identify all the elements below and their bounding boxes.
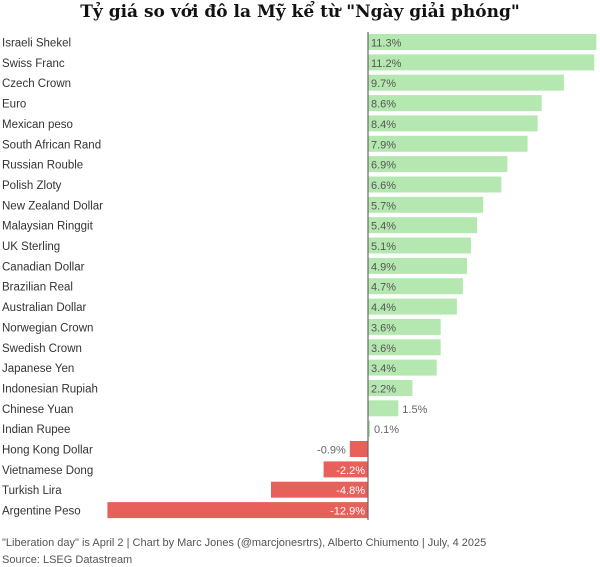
value-labels: 11.3% 11.2% 9.7% 8.6% 8.4% 7.9% 6.9% 6.6% 5.7% 5.… — [317, 38, 428, 518]
value-label-australian-dollar: 4.4% — [371, 302, 396, 314]
category-label-argentine-peso: Argentine Peso — [2, 506, 81, 518]
category-label-israeli-shekel: Israeli Shekel — [2, 38, 71, 50]
bar-turkish-lira — [271, 481, 368, 498]
bar-malaysian-ringgit — [368, 217, 478, 234]
bar-hong-kong-dollar — [349, 441, 368, 457]
bar-euro — [368, 95, 542, 112]
bar-brazilian-real — [368, 278, 463, 295]
value-label-mexican-peso: 8.4% — [371, 119, 396, 131]
footer-note: "Liberation day" is April 2 | Chart by M… — [2, 537, 487, 549]
value-label-uk-sterling: 5.1% — [371, 241, 396, 253]
value-label-hong-kong-dollar: -0.9% — [317, 445, 346, 457]
bar-new-zealand-dollar — [368, 196, 484, 213]
category-label-indonesian-rupiah: Indonesian Rupiah — [2, 383, 98, 395]
value-label-malaysian-ringgit: 5.4% — [371, 221, 396, 233]
category-label-polish-zloty: Polish Zloty — [2, 180, 62, 192]
category-label-south-african-rand: South African Rand — [2, 139, 101, 151]
category-label-swedish-crown: Swedish Crown — [2, 343, 82, 355]
value-label-vietnamese-dong: -2.2% — [336, 465, 365, 477]
value-label-euro: 8.6% — [371, 99, 396, 111]
category-label-turkish-lira: Turkish Lira — [2, 485, 62, 497]
bar-norwegian-crown — [368, 318, 441, 335]
bar-uk-sterling — [368, 237, 471, 254]
category-label-japanese-yen: Japanese Yen — [2, 363, 74, 375]
category-labels: Israeli Shekel Swiss Franc Czech Crown Euro… — [2, 38, 103, 518]
bar-israeli-shekel — [368, 34, 597, 50]
category-label-vietnamese-dong: Vietnamese Dong — [2, 465, 93, 477]
footer-source: Source: LSEG Datastream — [2, 554, 133, 566]
value-label-new-zealand-dollar: 5.7% — [371, 200, 396, 212]
bar-australian-dollar — [368, 298, 457, 315]
category-label-brazilian-real: Brazilian Real — [2, 282, 73, 294]
bar-south-african-rand — [368, 135, 528, 152]
value-label-swedish-crown: 3.6% — [371, 343, 396, 355]
value-label-israeli-shekel: 11.3% — [371, 38, 402, 50]
category-label-uk-sterling: UK Sterling — [2, 241, 60, 253]
bars — [107, 34, 597, 519]
category-label-swiss-franc: Swiss Franc — [2, 58, 65, 70]
category-label-malaysian-ringgit: Malaysian Ringgit — [2, 221, 94, 233]
bar-swiss-franc — [368, 54, 595, 71]
value-label-canadian-dollar: 4.9% — [371, 261, 396, 273]
bar-chinese-yuan — [368, 400, 399, 417]
category-label-euro: Euro — [2, 99, 26, 111]
category-label-new-zealand-dollar: New Zealand Dollar — [2, 200, 103, 212]
value-label-brazilian-real: 4.7% — [371, 282, 396, 294]
value-label-argentine-peso: -12.9% — [330, 506, 365, 518]
category-label-australian-dollar: Australian Dollar — [2, 302, 87, 314]
bar-argentine-peso — [107, 502, 369, 519]
value-label-russian-rouble: 6.9% — [371, 160, 396, 172]
value-label-indian-rupee: 0.1% — [374, 424, 399, 436]
category-label-indian-rupee: Indian Rupee — [2, 424, 70, 436]
category-label-mexican-peso: Mexican peso — [2, 119, 73, 131]
value-label-czech-crown: 9.7% — [371, 78, 396, 90]
bar-indian-rupee — [368, 420, 370, 437]
value-label-chinese-yuan: 1.5% — [402, 404, 427, 416]
category-label-russian-rouble: Russian Rouble — [2, 160, 83, 172]
value-label-japanese-yen: 3.4% — [371, 363, 396, 375]
value-label-norwegian-crown: 3.6% — [371, 322, 396, 334]
bar-mexican-peso — [368, 115, 538, 132]
category-label-canadian-dollar: Canadian Dollar — [2, 261, 85, 273]
value-label-polish-zloty: 6.6% — [371, 180, 396, 192]
category-label-czech-crown: Czech Crown — [2, 78, 71, 90]
bar-canadian-dollar — [368, 257, 467, 274]
value-label-indonesian-rupiah: 2.2% — [371, 383, 396, 395]
value-label-south-african-rand: 7.9% — [371, 139, 396, 151]
bar-swedish-crown — [368, 339, 441, 356]
value-label-turkish-lira: -4.8% — [336, 485, 365, 497]
category-label-chinese-yuan: Chinese Yuan — [2, 404, 73, 416]
bar-japanese-yen — [368, 359, 437, 376]
bar-polish-zloty — [368, 176, 502, 193]
chart-title: Tỷ giá so với đô la Mỹ kể từ "Ngày giải … — [80, 2, 520, 22]
bar-indonesian-rupiah — [368, 380, 413, 396]
category-label-hong-kong-dollar: Hong Kong Dollar — [2, 445, 93, 457]
value-label-swiss-franc: 11.2% — [371, 58, 402, 70]
bar-russian-rouble — [368, 156, 508, 173]
bar-vietnamese-dong — [323, 461, 368, 478]
bar-czech-crown — [368, 74, 564, 91]
category-label-norwegian-crown: Norwegian Crown — [2, 322, 93, 334]
